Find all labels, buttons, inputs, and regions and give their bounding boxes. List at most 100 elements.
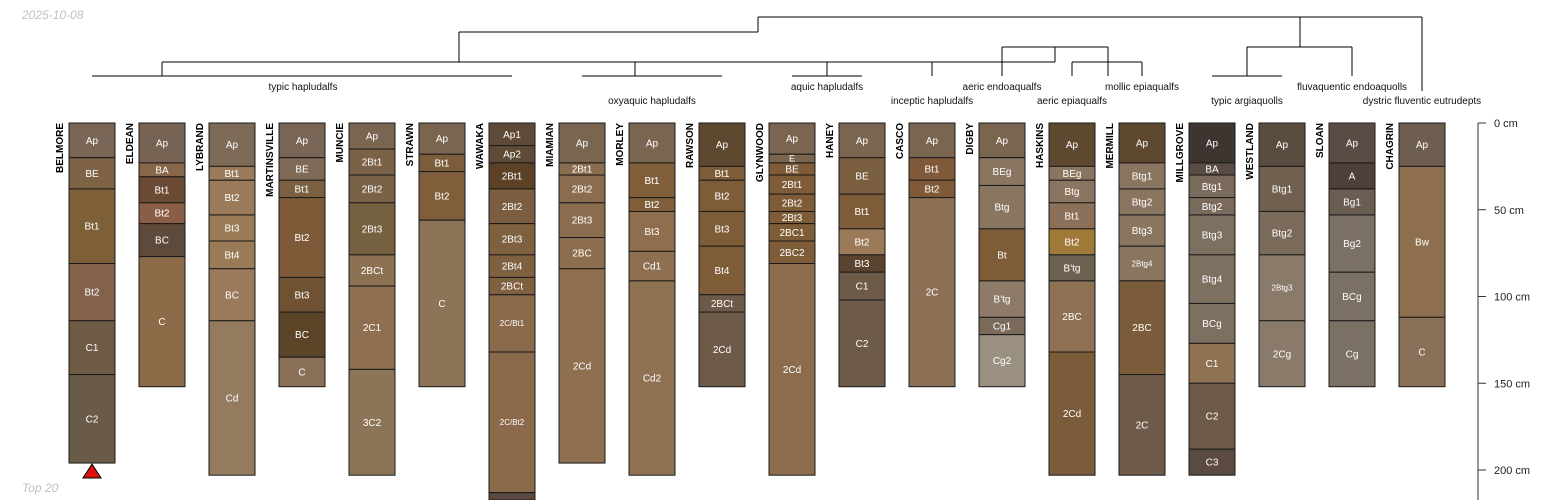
horizon [1118, 280, 1166, 376]
profile-glynwood: Ap EBE 2Bt1 2Bt2 2Bt3 2BC1 2BC2 2Cd GLYNWOOD [755, 122, 816, 476]
horizon-label: Bt1 [224, 169, 239, 180]
horizon [68, 374, 116, 464]
profile-name-label: BELMORE [55, 123, 66, 173]
horizon [1118, 162, 1166, 190]
horizon-label: Ap [366, 132, 379, 143]
horizon [138, 176, 186, 204]
horizon-label: Cg [1346, 349, 1359, 360]
horizon-label: Btg1 [1132, 171, 1153, 182]
horizon-label: Ap [296, 136, 309, 147]
horizon [978, 157, 1026, 186]
horizon [138, 122, 186, 164]
horizon-label: Cd [226, 393, 239, 404]
profile-morley: Ap Bt1 Bt2 Bt3 Cd1 Cd2 MORLEY [615, 122, 676, 476]
horizon-label: BEg [993, 167, 1012, 178]
horizon [838, 193, 886, 230]
taxon-label: typic hapludalfs [269, 82, 338, 93]
horizon-label: C1 [86, 343, 99, 354]
dendrogram [92, 16, 1423, 91]
horizon [278, 197, 326, 278]
horizon-label: Bg1 [1343, 197, 1361, 208]
horizon-label: Bt1 [924, 164, 939, 175]
horizon-label: 2Bt3 [362, 224, 383, 235]
horizon-label: Bt3 [854, 259, 869, 270]
horizon [1118, 214, 1166, 247]
horizon-label: C2 [856, 339, 869, 350]
horizon-label: 2Bt1 [502, 171, 523, 182]
horizon-label: BE [785, 164, 799, 175]
horizon-label: 2C1 [363, 323, 382, 334]
profile-name-label: RAWSON [685, 123, 696, 168]
horizon [348, 174, 396, 204]
horizon [1328, 188, 1376, 216]
profile-casco: Ap Bt1 Bt2 2C CASCO [895, 122, 956, 388]
horizon-label: BA [1205, 164, 1219, 175]
horizon [1188, 342, 1236, 384]
horizon [838, 299, 886, 388]
horizon [1188, 302, 1236, 344]
horizon-label: Btg3 [1132, 226, 1153, 237]
horizon-label: 3C2 [363, 418, 382, 429]
profile-name-label: MIAMIAN [545, 123, 556, 167]
horizon [278, 311, 326, 358]
horizon [838, 157, 886, 195]
horizon-label: Ap [156, 138, 169, 149]
horizon-label: Bt2 [714, 191, 729, 202]
horizon-label: Ap [436, 134, 449, 145]
horizon [1118, 245, 1166, 282]
horizon [1188, 382, 1236, 450]
horizon-label: 2Cd [573, 361, 591, 372]
horizon [628, 122, 676, 164]
horizon-label: BE [295, 164, 309, 175]
horizon-label: Ap [646, 138, 659, 149]
marker-triangle [82, 463, 102, 479]
taxon-label: dystric fluventic eutrudepts [1363, 96, 1481, 107]
profile-martinsville: Ap BE Bt1 Bt2 Bt3 BC C MARTINSVILLE [265, 122, 326, 388]
horizon-label: BCg [1342, 292, 1361, 303]
profile-name-label: CASCO [895, 123, 906, 159]
horizon-label: Bt [997, 250, 1007, 261]
horizon [348, 285, 396, 370]
profile-name-label: MORLEY [615, 123, 626, 166]
horizon [208, 240, 256, 270]
horizon [1328, 320, 1376, 388]
horizon [1258, 320, 1306, 388]
horizon-label: 2BC1 [779, 228, 804, 239]
horizon [908, 197, 956, 388]
horizon-label: Btg [1064, 187, 1079, 198]
profile-name-label: MILLGROVE [1175, 123, 1186, 183]
profile-name-label: SLOAN [1315, 123, 1326, 158]
horizon-label: 2Btg4 [1132, 259, 1153, 268]
profile-digby: Ap BEg Btg Bt B'tg Cg1 Cg2 DIGBY [965, 122, 1026, 388]
depth-tick-label: 100 cm [1494, 292, 1530, 304]
horizon-label: 2Btg3 [1272, 284, 1293, 293]
horizon [488, 492, 536, 500]
horizon-label: 2BC [572, 249, 591, 260]
horizon-label: Ap [856, 136, 869, 147]
depth-tick-label: 0 cm [1494, 118, 1518, 130]
horizon-label: Btg1 [1272, 184, 1293, 195]
horizon [68, 188, 116, 265]
profile-name-label: STRAWN [405, 123, 416, 166]
horizon [418, 219, 466, 388]
horizon-label: Bt1 [294, 184, 309, 195]
horizon [698, 245, 746, 296]
horizon [978, 228, 1026, 282]
horizon [628, 250, 676, 282]
horizon-label: Bt2 [294, 233, 309, 244]
horizon-label: Bt1 [154, 185, 169, 196]
horizon-label: 2C/Bt2 [500, 418, 525, 427]
horizon [838, 271, 886, 301]
profile-muncie: Ap 2Bt1 2Bt2 2Bt3 2BCt 2C1 3C2 MUNCIE [335, 122, 396, 476]
horizon-label: 2Bt4 [502, 262, 523, 273]
profile-miamian: Ap 2Bt1 2Bt2 2Bt3 2BC 2Cd MIAMIAN [545, 122, 606, 464]
horizon [68, 320, 116, 376]
horizon-label: 2C [926, 288, 939, 299]
taxon-label: fluvaquentic endoaquolls [1297, 82, 1407, 93]
horizon-label: BE [855, 171, 869, 182]
horizon-label: C [298, 367, 305, 378]
horizon [68, 263, 116, 322]
horizon [1048, 280, 1096, 353]
horizon [488, 188, 536, 225]
